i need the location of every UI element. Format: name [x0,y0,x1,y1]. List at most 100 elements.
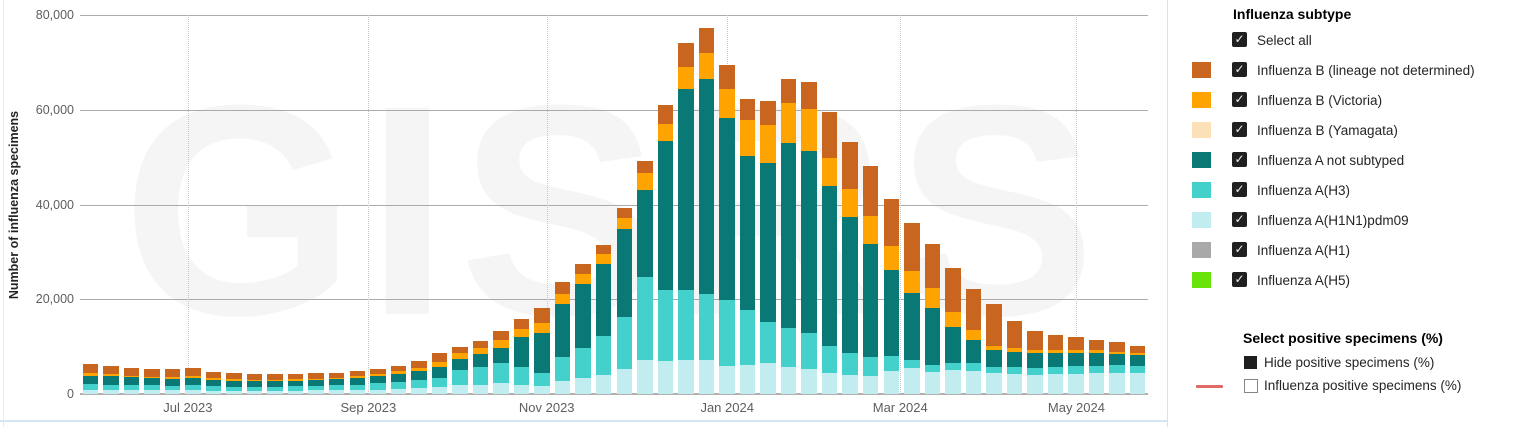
influenza-a-h3-segment[interactable] [986,366,1002,374]
influenza-a-not-subtyped-segment[interactable] [595,263,612,336]
influenza-b-victoria-segment[interactable] [801,108,817,151]
influenza-b-lineage-not-determined-segment[interactable] [1027,330,1043,350]
influenza-b-lineage-not-determined-segment[interactable] [739,98,756,120]
bar-week-37[interactable] [821,112,838,394]
subtype-filter-item-influenza-a-h5[interactable]: ✓ Influenza A(H5) [1168,272,1515,290]
influenza-b-victoria-segment[interactable] [349,376,366,378]
influenza-b-lineage-not-determined-segment[interactable] [185,367,201,376]
influenza-b-lineage-not-determined-segment[interactable] [493,330,509,341]
influenza-a-not-subtyped-segment[interactable] [924,308,941,366]
bar-week-3[interactable] [123,367,140,394]
influenza-a-not-subtyped-segment[interactable] [986,350,1002,367]
influenza-a-h1n1-pdm09-segment[interactable] [308,390,324,394]
influenza-a-not-subtyped-segment[interactable] [493,348,509,364]
influenza-b-victoria-segment[interactable] [82,373,99,376]
subtype-filter-item-select-all[interactable]: ✓ Select all [1168,32,1515,50]
checkbox-influenza-b-victoria[interactable]: ✓ [1232,92,1247,107]
influenza-b-lineage-not-determined-segment[interactable] [349,371,366,377]
bar-week-19[interactable] [452,346,468,394]
bar-week-15[interactable] [370,368,386,394]
influenza-b-victoria-segment[interactable] [472,348,489,355]
influenza-a-h1n1-pdm09-segment[interactable] [862,376,879,394]
influenza-a-h1n1-pdm09-segment[interactable] [801,369,817,394]
influenza-a-h3-segment[interactable] [657,289,674,361]
influenza-a-h1n1-pdm09-segment[interactable] [637,359,653,394]
influenza-b-lineage-not-determined-segment[interactable] [308,373,324,379]
influenza-a-h1n1-pdm09-segment[interactable] [1006,374,1023,394]
bar-week-36[interactable] [801,82,817,394]
influenza-a-not-subtyped-segment[interactable] [862,243,879,358]
influenza-a-h3-segment[interactable] [1006,367,1023,375]
influenza-a-h1n1-pdm09-segment[interactable] [390,389,407,394]
influenza-a-not-subtyped-segment[interactable] [904,292,920,360]
influenza-b-victoria-segment[interactable] [1047,350,1064,354]
bar-week-51[interactable] [1109,342,1125,394]
influenza-a-h3-segment[interactable] [370,383,386,390]
checkbox-influenza-a-h1n1-pdm09[interactable]: ✓ [1232,212,1247,227]
influenza-b-lineage-not-determined-segment[interactable] [760,101,776,125]
influenza-b-lineage-not-determined-segment[interactable] [267,374,283,380]
bar-week-38[interactable] [842,142,858,394]
influenza-a-h3-segment[interactable] [698,294,715,360]
checkbox-influenza-a-h1[interactable]: ✓ [1232,242,1247,257]
influenza-b-victoria-segment[interactable] [924,288,941,309]
bar-week-9[interactable] [246,373,263,394]
influenza-b-victoria-segment[interactable] [986,345,1002,351]
checkbox-influenza-b-lineage-not-determined[interactable]: ✓ [1232,62,1247,77]
bar-week-11[interactable] [287,373,304,394]
bar-week-6[interactable] [185,367,201,394]
influenza-a-h3-segment[interactable] [390,381,407,390]
influenza-a-h3-segment[interactable] [103,384,119,390]
influenza-a-h3-segment[interactable] [575,347,591,379]
influenza-a-h1n1-pdm09-segment[interactable] [472,384,489,394]
influenza-b-victoria-segment[interactable] [678,67,694,90]
bar-week-39[interactable] [862,165,879,394]
influenza-b-victoria-segment[interactable] [246,379,263,381]
influenza-b-victoria-segment[interactable] [554,293,571,304]
bar-week-10[interactable] [267,374,283,394]
influenza-a-h1n1-pdm09-segment[interactable] [328,390,345,394]
influenza-a-not-subtyped-segment[interactable] [780,142,797,328]
bar-week-31[interactable] [698,27,715,394]
bar-week-33[interactable] [739,98,756,394]
influenza-b-victoria-segment[interactable] [719,88,735,118]
influenza-b-lineage-not-determined-segment[interactable] [411,361,427,368]
influenza-b-lineage-not-determined-segment[interactable] [82,364,99,374]
influenza-a-not-subtyped-segment[interactable] [1088,352,1105,366]
bar-week-28[interactable] [637,161,653,394]
bar-week-50[interactable] [1088,339,1105,394]
influenza-a-not-subtyped-segment[interactable] [1047,353,1064,368]
influenza-a-not-subtyped-segment[interactable] [472,354,489,368]
influenza-a-h3-segment[interactable] [205,386,222,391]
bar-week-18[interactable] [431,352,448,394]
influenza-b-lineage-not-determined-segment[interactable] [883,198,900,246]
influenza-a-h3-segment[interactable] [185,385,201,391]
influenza-a-not-subtyped-segment[interactable] [1068,353,1084,367]
bar-week-17[interactable] [411,361,427,394]
influenza-b-victoria-segment[interactable] [821,157,838,187]
influenza-a-h1n1-pdm09-segment[interactable] [452,385,468,394]
influenza-a-h1n1-pdm09-segment[interactable] [698,359,715,394]
bar-week-27[interactable] [616,207,633,394]
influenza-b-victoria-segment[interactable] [287,379,304,381]
influenza-a-h3-segment[interactable] [534,372,550,387]
subtype-filter-item-influenza-b-victoria[interactable]: ✓ Influenza B (Victoria) [1168,92,1515,110]
bar-week-26[interactable] [595,244,612,394]
influenza-a-h3-segment[interactable] [246,386,263,391]
influenza-a-h1n1-pdm09-segment[interactable] [780,367,797,394]
bar-week-42[interactable] [924,243,941,394]
bar-week-5[interactable] [164,369,181,394]
influenza-a-not-subtyped-segment[interactable] [554,303,571,357]
influenza-b-victoria-segment[interactable] [1027,349,1043,354]
influenza-b-victoria-segment[interactable] [637,173,653,190]
bar-week-40[interactable] [883,198,900,394]
influenza-a-not-subtyped-segment[interactable] [144,378,160,386]
influenza-a-not-subtyped-segment[interactable] [678,89,694,290]
influenza-a-h3-segment[interactable] [123,385,140,391]
influenza-a-not-subtyped-segment[interactable] [226,380,242,387]
influenza-a-not-subtyped-segment[interactable] [965,339,982,364]
influenza-a-h1n1-pdm09-segment[interactable] [513,385,530,394]
influenza-a-h1n1-pdm09-segment[interactable] [411,388,427,394]
influenza-a-h1n1-pdm09-segment[interactable] [924,371,941,394]
influenza-b-lineage-not-determined-segment[interactable] [144,368,160,377]
